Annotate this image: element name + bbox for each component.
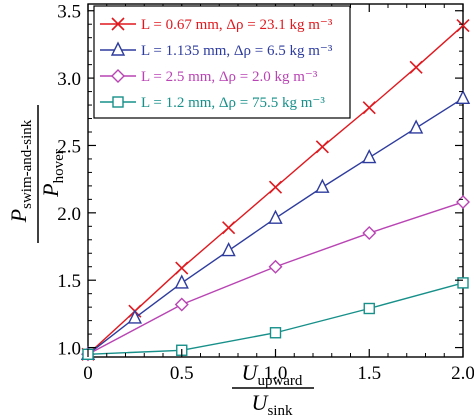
data-point (315, 140, 329, 154)
ticks-layer: 0 0.5 1.0 1.5 2.0 1.0 1.5 2.0 2.5 3.0 3.5 (57, 2, 474, 384)
x-tick-label: 1.5 (357, 363, 381, 384)
y-tick-label: 2.0 (57, 204, 81, 225)
legend-label: L = 2.5 mm, Δρ = 2.0 kg m⁻³ (141, 69, 318, 85)
y-tick-label: 1.5 (57, 271, 81, 292)
x-tick-label: 1.0 (264, 363, 288, 384)
y-axis-label-numerator: Pswim-and-sink (6, 119, 35, 223)
data-point (221, 241, 236, 257)
legend-item: L = 1.135 mm, Δρ = 6.5 kg m⁻³ (100, 41, 333, 59)
data-point (222, 221, 236, 235)
data-point (409, 60, 423, 74)
legend-label: L = 0.67 mm, Δρ = 23.1 kg m⁻³ (141, 17, 333, 33)
data-point (268, 259, 283, 274)
data-point (362, 149, 377, 164)
x-tick-label: 0.5 (170, 363, 194, 384)
x-axis-label-denominator: Usink (252, 390, 293, 419)
data-point (457, 277, 469, 289)
data-point (455, 89, 471, 105)
series-line (87, 97, 464, 355)
data-point (456, 195, 470, 210)
legend-marker (112, 96, 124, 108)
data-point (408, 119, 424, 134)
y-axis-label-denominator: Phover (38, 149, 67, 198)
legend-marker (110, 41, 126, 56)
data-point (268, 209, 283, 224)
x-tick-label: 2.0 (451, 363, 474, 384)
data-point (362, 226, 377, 241)
series-4 (82, 277, 469, 361)
legend-item: L = 0.67 mm, Δρ = 23.1 kg m⁻³ (100, 17, 333, 33)
data-point (175, 261, 189, 275)
legend: L = 0.67 mm, Δρ = 23.1 kg m⁻³ L = 1.135 m… (93, 5, 351, 119)
x-axis-label: Uupward Usink (232, 360, 314, 419)
data-point (174, 274, 189, 289)
series-layer (80, 18, 471, 362)
y-tick-label: 1.0 (57, 339, 81, 360)
data-point (268, 180, 283, 194)
legend-marker (111, 17, 125, 31)
y-tick-label: 3.0 (57, 69, 81, 90)
legend-item: L = 1.2 mm, Δρ = 75.5 kg m⁻³ (100, 95, 325, 111)
x-tick-label: 0 (83, 363, 93, 384)
data-point (456, 18, 470, 33)
y-tick-label: 2.5 (57, 136, 81, 157)
data-point (127, 309, 143, 324)
legend-label: L = 1.2 mm, Δρ = 75.5 kg m⁻³ (141, 95, 325, 111)
data-point (174, 297, 189, 312)
legend-label: L = 1.135 mm, Δρ = 6.5 kg m⁻³ (141, 43, 333, 59)
series-line (87, 282, 464, 356)
data-point (269, 327, 282, 339)
y-tick-label: 3.5 (57, 2, 81, 23)
y-axis-label: Pswim-and-sink Phover (6, 105, 67, 243)
legend-box (93, 5, 351, 119)
x-axis-label-numerator: Uupward (242, 360, 303, 389)
series-2 (80, 89, 471, 361)
data-point (362, 101, 376, 115)
legend-marker (111, 69, 125, 83)
data-point (315, 178, 330, 193)
legend-item: L = 2.5 mm, Δρ = 2.0 kg m⁻³ (100, 69, 318, 85)
data-point (363, 302, 375, 315)
